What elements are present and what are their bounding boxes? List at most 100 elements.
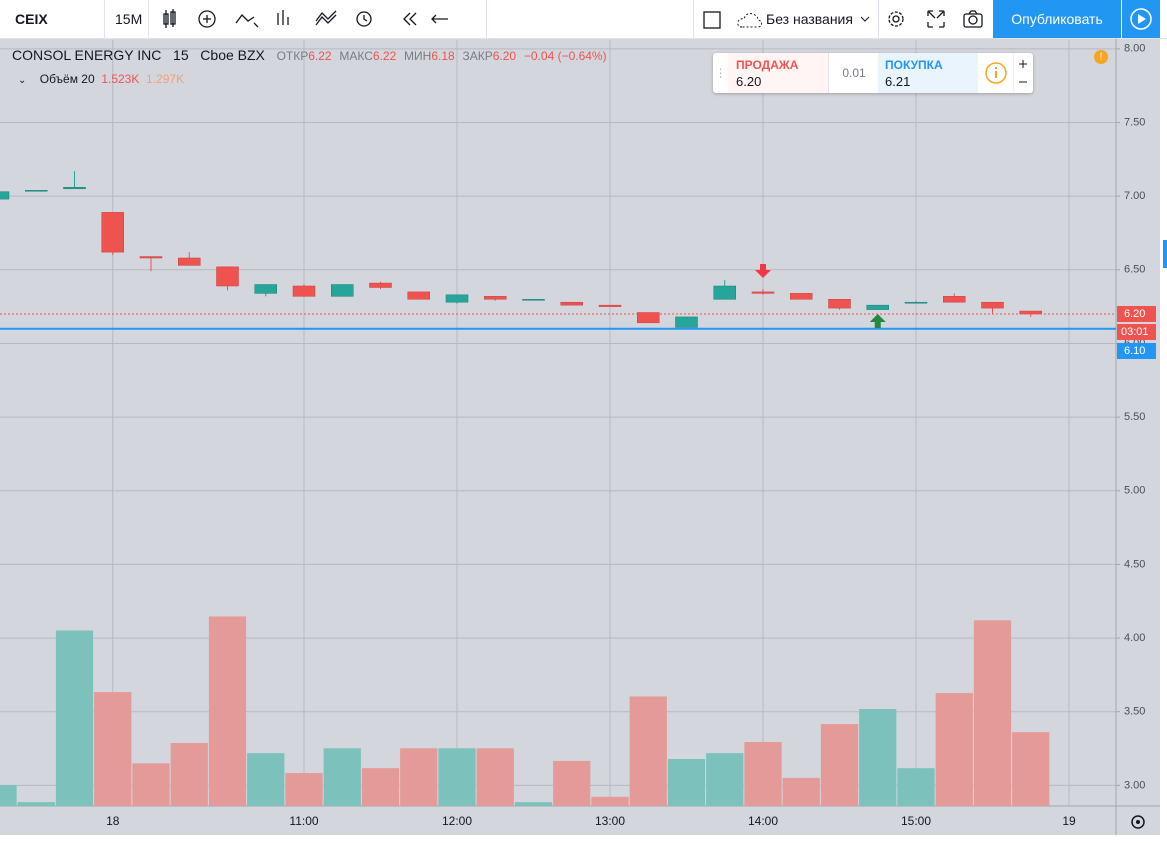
volume-bar (400, 748, 438, 806)
volume-bars (0, 616, 1050, 806)
volume-bar (897, 768, 935, 806)
x-tick-label: 12:00 (442, 814, 472, 828)
volume-bar (859, 709, 897, 806)
volume-bar (667, 758, 706, 806)
y-tick-label: 8.00 (1124, 43, 1145, 55)
symbol-legend: CONSOL ENERGY INC 15 Cboe BZX ОТКР6.22 М… (12, 47, 607, 63)
candle-body (713, 285, 736, 300)
alert-icon-mark: ! (1100, 52, 1103, 63)
settings-icon[interactable] (1131, 815, 1145, 829)
candle-body (943, 296, 966, 303)
candle-body (292, 285, 316, 297)
change-value: −0.04 (−0.64%) (523, 49, 607, 63)
separator (104, 0, 105, 38)
volume-bar (247, 753, 285, 806)
candle-body (904, 301, 928, 304)
action-icons[interactable] (884, 8, 989, 30)
candle-body (178, 257, 201, 266)
side-tab (1163, 240, 1167, 268)
price-line-label: 6.10 (1124, 345, 1145, 357)
volume-bar (553, 760, 591, 806)
symbol[interactable]: CEIX (15, 11, 48, 27)
volume-value: 1.523K (101, 72, 140, 86)
volume-bar (285, 773, 323, 806)
candle-body (866, 304, 889, 310)
candle-body (981, 301, 1004, 309)
y-tick-label: 5.50 (1124, 411, 1145, 423)
volume-bar (94, 692, 132, 806)
collapse-chevron[interactable]: ⌄ (18, 75, 27, 86)
info-icon[interactable] (983, 61, 1009, 87)
candle-body (25, 190, 48, 192)
price-line-label: 6.20 (1124, 308, 1145, 320)
candle-body (0, 191, 10, 200)
candle-body (101, 212, 124, 253)
y-tick-label: 7.50 (1124, 116, 1145, 128)
layout-icon[interactable] (702, 10, 722, 30)
interval[interactable]: 15M (115, 11, 143, 27)
exchange: Cboe BZX (200, 47, 265, 63)
volume-title: Объём 20 (39, 72, 95, 86)
sell-price: 6.20 (736, 74, 762, 89)
x-tick-label: 15:00 (901, 814, 931, 828)
candle-body (560, 301, 583, 306)
candle-body (369, 282, 392, 288)
high-label: МАКС (339, 49, 373, 63)
volume-bar (514, 802, 553, 806)
buy-label: ПОКУПКА (885, 58, 943, 72)
y-tick-label: 5.00 (1124, 485, 1145, 497)
legend-interval: 15 (173, 47, 189, 63)
price-line-label-bg (1117, 342, 1156, 359)
drag-handle[interactable]: ⋮ (714, 66, 727, 80)
candle-body (216, 266, 239, 287)
candle-body (254, 284, 277, 294)
open-label: ОТКР (276, 49, 309, 63)
volume-bar (973, 620, 1012, 806)
candle-body (445, 294, 469, 303)
volume-bar (476, 748, 514, 806)
replay-button[interactable] (1122, 0, 1160, 38)
candle-body (1019, 310, 1042, 315)
candle-body (407, 291, 430, 300)
separator (878, 0, 879, 38)
plot-area (0, 40, 1116, 806)
y-tick-label: 4.50 (1124, 558, 1145, 570)
zoom-buttons[interactable] (1013, 53, 1033, 93)
tool-icons[interactable] (158, 9, 458, 29)
buy-button[interactable]: ПОКУПКА 6.21 (878, 53, 978, 93)
layout-name[interactable]: Без названия (766, 11, 853, 27)
close-value: 6.20 (492, 49, 517, 63)
volume-bar (170, 742, 208, 806)
volume-bar (0, 785, 17, 806)
buy-price: 6.21 (885, 74, 911, 89)
open-value: 6.22 (308, 49, 332, 63)
volume-ma: 1.297K (146, 72, 185, 86)
sell-button[interactable]: ПРОДАЖА 6.20 (728, 53, 828, 93)
publish-button[interactable]: Опубликовать (993, 0, 1121, 38)
volume-bar (820, 724, 859, 806)
volume-bar (782, 777, 820, 806)
cloud-icon[interactable] (737, 10, 763, 30)
candles (0, 171, 1042, 328)
spread: 0.01 (828, 53, 880, 93)
candle-body (598, 304, 622, 307)
candle-body (331, 284, 354, 297)
low-label: МИН (404, 49, 432, 63)
high-value: 6.22 (372, 49, 397, 63)
volume-bar (55, 630, 94, 806)
y-tick-label: 4.00 (1124, 632, 1145, 644)
volume-legend: ⌄ Объём 20 1.523K 1.297K (18, 72, 184, 86)
volume-bar (208, 616, 247, 806)
candle-body (63, 187, 86, 190)
volume-bar (438, 748, 476, 806)
candle-body (675, 316, 698, 328)
chevron[interactable] (860, 14, 870, 24)
y-tick-label: 3.50 (1124, 706, 1145, 718)
candle-body (484, 296, 507, 300)
candle-body (139, 256, 163, 259)
separator (148, 0, 149, 38)
y-tick-label: 3.00 (1124, 779, 1145, 791)
sell-label: ПРОДАЖА (736, 58, 799, 72)
